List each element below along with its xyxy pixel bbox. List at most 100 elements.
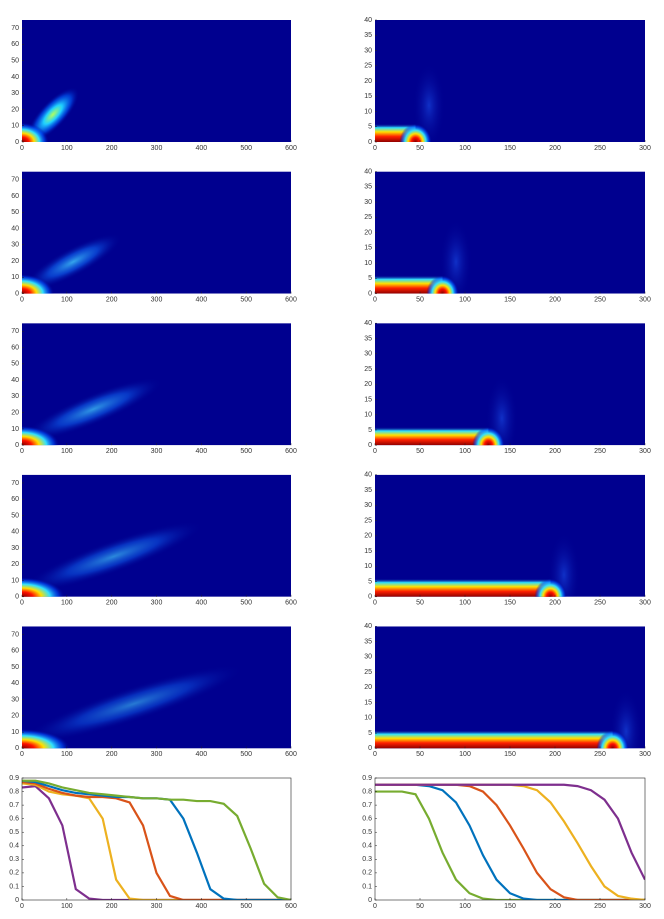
x-tick-label: 600 (285, 600, 297, 607)
y-tick-label: 0.7 (9, 802, 19, 809)
x-tick-label: 300 (151, 600, 163, 607)
x-tick-label: 100 (61, 903, 73, 910)
x-tick-label: 300 (639, 296, 651, 303)
y-tick-label: 0 (15, 290, 19, 297)
x-tick-label: 600 (285, 903, 297, 910)
y-tick-label: 50 (11, 664, 19, 671)
x-tick-label: 600 (285, 448, 297, 455)
y-tick-label: 0 (15, 442, 19, 449)
x-tick-label: 400 (195, 145, 207, 152)
y-tick-label: 0.6 (362, 816, 372, 823)
panel: 0 50 100 150 200 250 300 0 5 10 15 20 25 30 35 40 (364, 168, 651, 303)
line (375, 783, 645, 881)
x-tick-label: 50 (416, 903, 424, 910)
x-tick-label: 0 (373, 448, 377, 455)
y-tick-label: 35 (364, 335, 372, 342)
y-tick-label: 60 (11, 648, 19, 655)
y-tick-label: 15 (364, 93, 372, 100)
y-tick-label: 0.8 (9, 788, 19, 795)
y-tick-label: 60 (11, 496, 19, 503)
y-tick-label: 30 (364, 502, 372, 509)
y-tick-label: 20 (364, 229, 372, 236)
y-tick-label: 0.4 (362, 843, 372, 850)
y-tick-label: 40 (11, 74, 19, 81)
x-tick-label: 150 (504, 296, 516, 303)
y-tick-label: 0 (368, 745, 372, 752)
y-tick-label: 10 (11, 274, 19, 281)
heatmap (375, 20, 645, 142)
y-tick-label: 0 (15, 745, 19, 752)
plot-area (22, 778, 291, 900)
y-tick-label: 0 (368, 290, 372, 297)
y-tick-label: 30 (364, 654, 372, 661)
x-tick-label: 300 (639, 903, 651, 910)
line (22, 779, 291, 900)
y-tick-label: 25 (364, 669, 372, 676)
y-tick-label: 40 (364, 17, 372, 24)
x-tick-label: 100 (61, 448, 73, 455)
y-tick-label: 50 (11, 58, 19, 65)
y-tick-label: 5 (368, 578, 372, 585)
x-tick-label: 500 (240, 751, 252, 758)
y-tick-label: 0.8 (362, 788, 372, 795)
heatmap-band-end (399, 123, 432, 142)
y-tick-label: 25 (364, 214, 372, 221)
x-tick-label: 250 (594, 600, 606, 607)
x-tick-label: 50 (416, 145, 424, 152)
x-tick-label: 400 (195, 448, 207, 455)
y-tick-label: 5 (368, 124, 372, 131)
y-tick-label: 0 (368, 897, 372, 904)
y-tick-label: 60 (11, 344, 19, 351)
x-tick-label: 0 (373, 903, 377, 910)
heatmap-band (375, 426, 489, 446)
y-tick-label: 0.3 (9, 856, 19, 863)
x-tick-label: 250 (594, 296, 606, 303)
y-tick-label: 0.5 (9, 829, 19, 836)
y-tick-label: 20 (364, 78, 372, 85)
x-tick-label: 250 (594, 903, 606, 910)
y-tick-label: 25 (364, 366, 372, 373)
x-tick-label: 250 (594, 448, 606, 455)
y-tick-label: 10 (364, 715, 372, 722)
x-tick-label: 400 (195, 600, 207, 607)
heatmap-tail (23, 664, 244, 743)
y-tick-label: 20 (11, 410, 19, 417)
heatmap-tail (23, 377, 163, 441)
x-tick-label: 100 (61, 145, 73, 152)
y-tick-label: 5 (368, 275, 372, 282)
panel: 0 50 100 150 200 250 300 0 5 10 15 20 25 30 35 40 (364, 17, 651, 152)
y-tick-label: 0 (368, 442, 372, 449)
x-tick-label: 100 (61, 600, 73, 607)
x-tick-label: 100 (459, 448, 471, 455)
y-tick-label: 0 (15, 594, 19, 601)
lines (375, 783, 645, 900)
x-tick-label: 100 (459, 296, 471, 303)
y-tick-label: 0.6 (9, 816, 19, 823)
y-tick-label: 0 (368, 139, 372, 146)
y-tick-label: 60 (11, 193, 19, 200)
x-tick-label: 300 (639, 448, 651, 455)
y-tick-label: 0 (15, 139, 19, 146)
panel: 0 100 200 300 400 500 600 0 10 20 30 40 50 60 70 (11, 323, 297, 455)
y-tick-label: 30 (11, 90, 19, 97)
x-tick-label: 200 (549, 600, 561, 607)
heatmap-band-end (534, 578, 567, 597)
x-tick-label: 600 (285, 296, 297, 303)
heatmap (22, 20, 291, 142)
y-tick-label: 50 (11, 361, 19, 368)
y-tick-label: 0.2 (9, 870, 19, 877)
heatmap-band (375, 578, 551, 597)
x-tick-label: 50 (416, 296, 424, 303)
x-tick-label: 100 (61, 296, 73, 303)
y-tick-label: 20 (364, 381, 372, 388)
y-tick-label: 20 (364, 684, 372, 691)
heatmap (375, 626, 645, 749)
y-tick-label: 70 (11, 177, 19, 184)
x-tick-label: 300 (151, 751, 163, 758)
y-tick-label: 20 (364, 533, 372, 540)
x-tick-label: 200 (549, 296, 561, 303)
line (375, 790, 645, 900)
x-tick-label: 100 (61, 751, 73, 758)
heatmap (22, 323, 291, 446)
